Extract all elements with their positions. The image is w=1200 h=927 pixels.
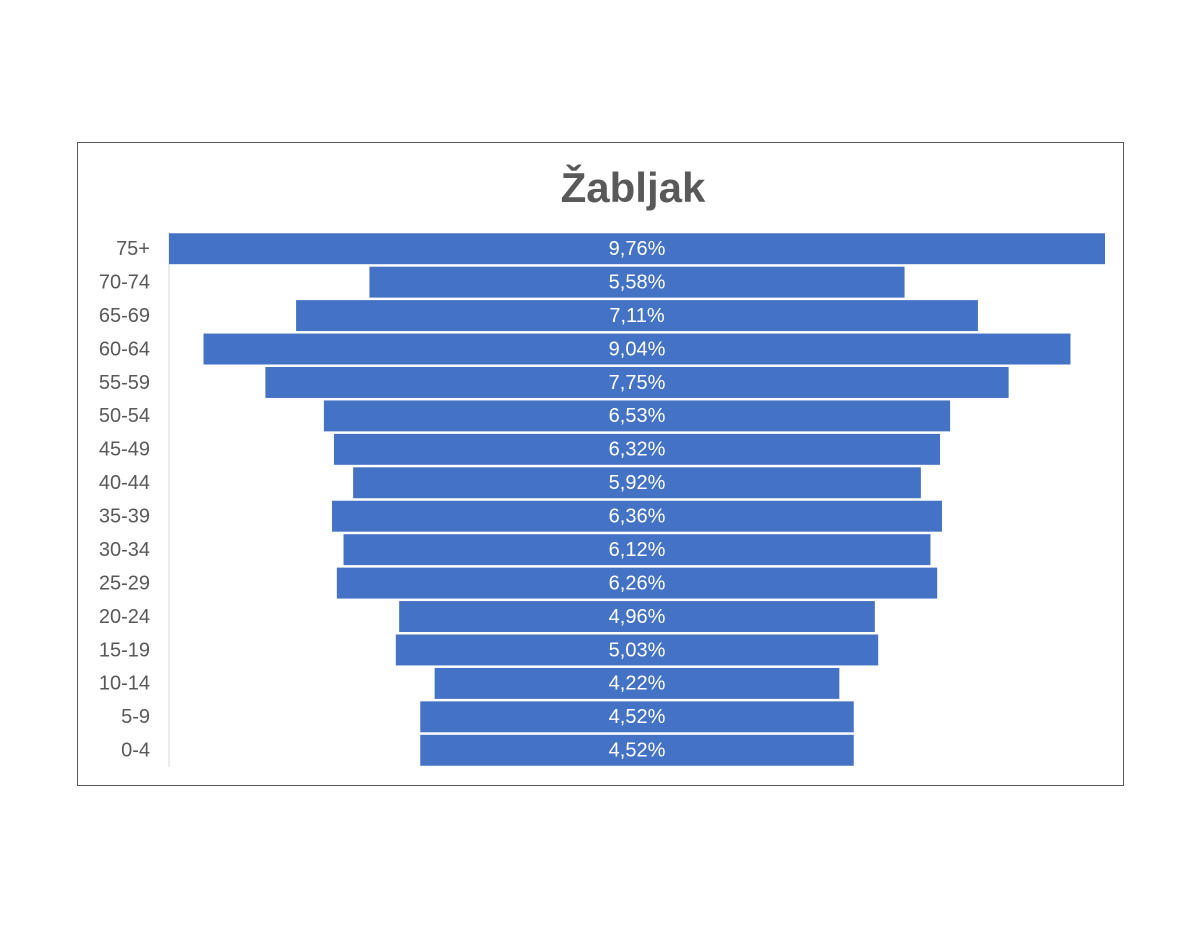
category-label: 70-74 — [99, 271, 150, 293]
bar — [395, 634, 879, 666]
bar — [296, 300, 978, 332]
category-label: 20-24 — [99, 606, 150, 628]
value-label: 6,36% — [609, 506, 666, 528]
bar — [169, 233, 1105, 265]
category-label: 35-39 — [99, 506, 150, 528]
category-label: 30-34 — [99, 539, 150, 561]
category-label: 5-9 — [121, 706, 150, 728]
bar — [420, 734, 854, 766]
category-label: 25-29 — [99, 572, 150, 594]
value-label: 9,04% — [609, 338, 666, 360]
value-label: 7,11% — [609, 305, 664, 327]
value-label: 9,76% — [609, 238, 666, 260]
value-label: 6,53% — [609, 405, 666, 427]
value-label: 5,03% — [609, 639, 666, 661]
category-label: 65-69 — [99, 305, 150, 327]
category-label: 0-4 — [121, 740, 150, 762]
category-label: 50-54 — [99, 405, 150, 427]
category-label: 15-19 — [99, 639, 150, 661]
value-label: 7,75% — [609, 372, 666, 394]
category-label: 45-49 — [99, 439, 150, 461]
bar — [420, 701, 854, 733]
bar — [323, 400, 951, 432]
value-label: 5,58% — [609, 271, 666, 293]
value-label: 6,32% — [609, 439, 666, 461]
bar — [434, 667, 840, 699]
value-label: 4,52% — [609, 706, 666, 728]
bar — [203, 333, 1071, 365]
category-label: 75+ — [116, 238, 150, 260]
value-label: 4,22% — [609, 673, 666, 695]
category-label: 40-44 — [99, 472, 150, 494]
value-label: 4,52% — [609, 740, 666, 762]
value-label: 6,12% — [609, 539, 666, 561]
bar — [369, 266, 905, 298]
category-label: 55-59 — [99, 372, 150, 394]
chart-title: Žabljak — [561, 163, 706, 211]
bar — [399, 601, 875, 632]
bar — [333, 433, 941, 465]
value-label: 5,92% — [609, 472, 666, 494]
bar — [265, 367, 1009, 398]
category-label: 10-14 — [99, 673, 150, 695]
bar — [332, 500, 942, 532]
value-label: 6,26% — [609, 572, 666, 594]
value-label: 4,96% — [609, 606, 666, 628]
bar — [343, 534, 931, 566]
bar — [353, 467, 921, 499]
category-label: 60-64 — [99, 338, 150, 360]
bar — [336, 567, 938, 599]
